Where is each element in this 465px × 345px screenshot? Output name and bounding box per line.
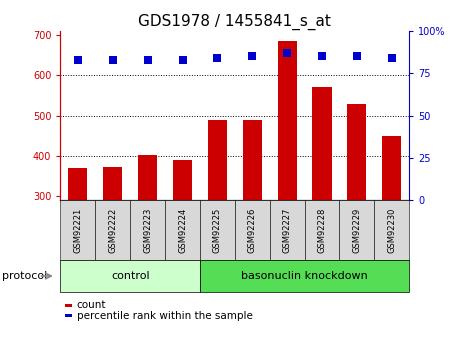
- Text: GSM92225: GSM92225: [213, 208, 222, 253]
- Bar: [243, 120, 262, 200]
- Text: GSM92229: GSM92229: [352, 208, 361, 253]
- Bar: [278, 41, 297, 200]
- Text: GSM92227: GSM92227: [283, 208, 292, 253]
- Bar: [173, 160, 192, 200]
- Text: count: count: [77, 300, 106, 310]
- Point: [283, 50, 291, 56]
- Bar: [68, 168, 87, 200]
- Text: basonuclin knockdown: basonuclin knockdown: [241, 271, 368, 281]
- Text: GSM92226: GSM92226: [248, 208, 257, 253]
- Text: GSM92230: GSM92230: [387, 208, 396, 253]
- Title: GDS1978 / 1455841_s_at: GDS1978 / 1455841_s_at: [139, 13, 331, 30]
- Text: GSM92224: GSM92224: [178, 208, 187, 253]
- Text: protocol: protocol: [2, 271, 47, 281]
- Text: GSM92223: GSM92223: [143, 208, 152, 253]
- Text: GSM92228: GSM92228: [318, 208, 326, 253]
- Text: GSM92221: GSM92221: [73, 208, 82, 253]
- Bar: [347, 104, 366, 200]
- Point: [144, 57, 152, 62]
- Point: [353, 54, 361, 59]
- Point: [109, 57, 116, 62]
- Point: [74, 57, 82, 62]
- Bar: [138, 155, 157, 200]
- Point: [179, 57, 186, 62]
- Text: percentile rank within the sample: percentile rank within the sample: [77, 311, 252, 321]
- Bar: [382, 136, 401, 200]
- Point: [214, 55, 221, 61]
- Text: GSM92222: GSM92222: [108, 208, 117, 253]
- Bar: [103, 167, 122, 200]
- Bar: [208, 120, 227, 200]
- Point: [388, 55, 395, 61]
- Point: [248, 54, 256, 59]
- Bar: [312, 87, 332, 200]
- Point: [318, 54, 325, 59]
- Text: control: control: [111, 271, 150, 281]
